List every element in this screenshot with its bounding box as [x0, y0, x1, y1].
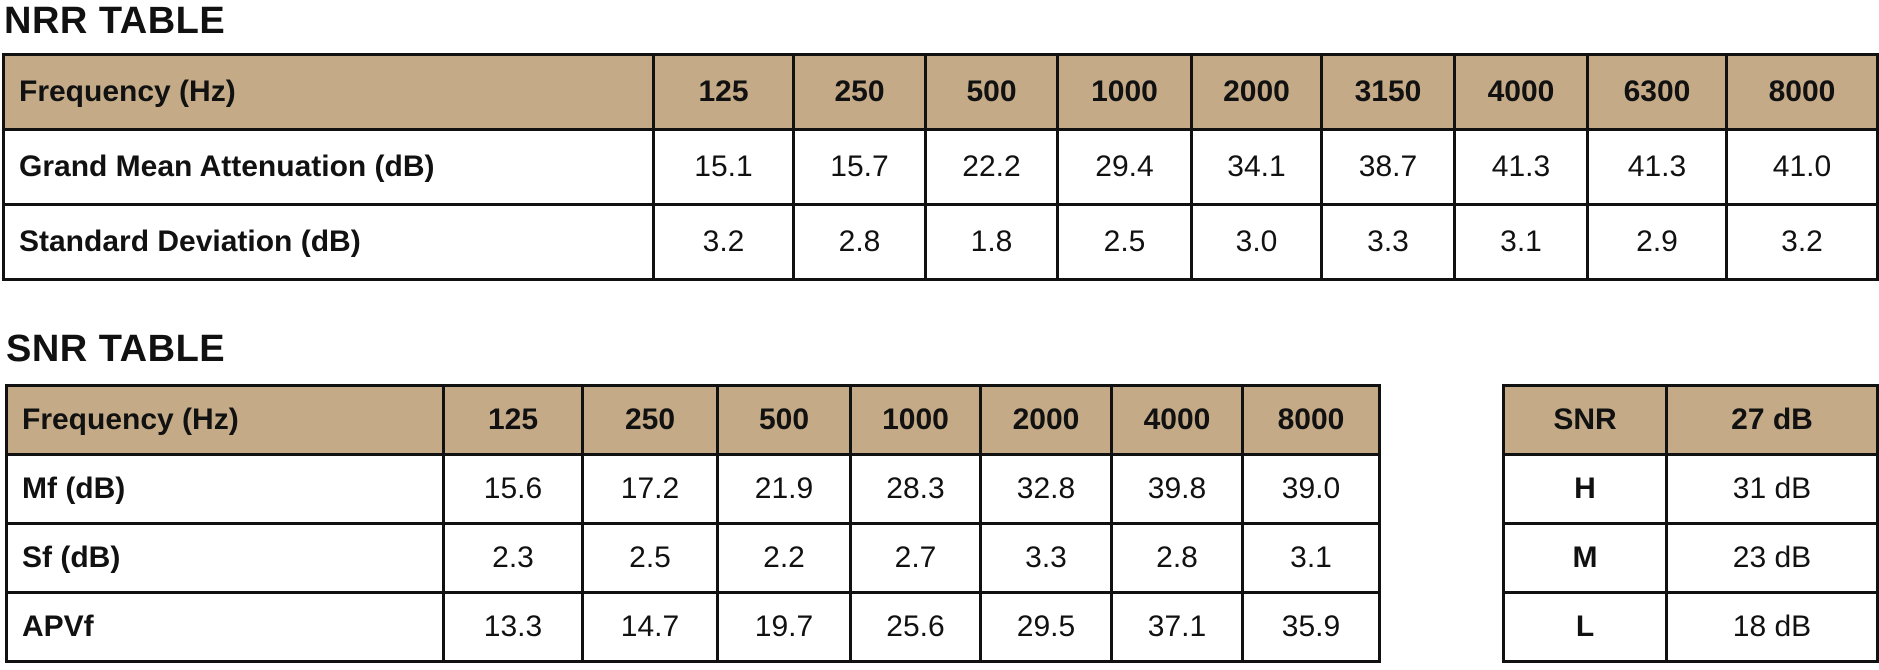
table-cell: 14.7	[581, 591, 719, 663]
table-cell: 3.2	[652, 203, 795, 281]
nrr-header-cell: 4000	[1453, 53, 1589, 131]
nrr-header-cell: 125	[652, 53, 795, 131]
table-cell: 29.4	[1056, 128, 1193, 206]
table-cell: 2.5	[581, 522, 719, 594]
table-row: Sf (dB) 2.3 2.5 2.2 2.7 3.3 2.8 3.1	[5, 522, 1381, 594]
table-cell: 21.9	[716, 453, 852, 525]
table-cell: 22.2	[924, 128, 1059, 206]
row-label: H	[1502, 453, 1668, 525]
table-row: M 23 dB	[1502, 522, 1879, 594]
nrr-header-cell: 3150	[1320, 53, 1456, 131]
table-cell: 28.3	[849, 453, 982, 525]
table-cell: 23 dB	[1665, 522, 1879, 594]
nrr-header-cell: 250	[792, 53, 927, 131]
nrr-header-cell: 500	[924, 53, 1059, 131]
table-cell: 41.3	[1586, 128, 1728, 206]
table-cell: 25.6	[849, 591, 982, 663]
snr-header-cell: 4000	[1110, 384, 1244, 456]
row-label: Mf (dB)	[5, 453, 445, 525]
table-cell: 41.0	[1725, 128, 1879, 206]
nrr-table: Frequency (Hz) 125 250 500 1000 2000 315…	[2, 53, 1879, 281]
nrr-header-cell: 8000	[1725, 53, 1879, 131]
snr-table-title: SNR TABLE	[6, 328, 226, 370]
table-row: L 18 dB	[1502, 591, 1879, 663]
table-cell: 39.8	[1110, 453, 1244, 525]
table-cell: 15.7	[792, 128, 927, 206]
table-cell: 37.1	[1110, 591, 1244, 663]
snr-frequency-table: Frequency (Hz) 125 250 500 1000 2000 400…	[5, 384, 1381, 663]
row-label: Standard Deviation (dB)	[2, 203, 655, 281]
table-cell: 39.0	[1241, 453, 1381, 525]
table-cell: 3.3	[1320, 203, 1456, 281]
table-cell: 34.1	[1190, 128, 1323, 206]
table-cell: 2.7	[849, 522, 982, 594]
table-row: Mf (dB) 15.6 17.2 21.9 28.3 32.8 39.8 39…	[5, 453, 1381, 525]
nrr-header-cell: 6300	[1586, 53, 1728, 131]
snr-summary-table: SNR 27 dB H 31 dB M 23 dB L 18 dB	[1502, 384, 1879, 663]
row-label: L	[1502, 591, 1668, 663]
table-cell: 15.6	[442, 453, 584, 525]
row-label: APVf	[5, 591, 445, 663]
row-label: M	[1502, 522, 1668, 594]
snr-summary-header-row: SNR 27 dB	[1502, 384, 1879, 456]
table-cell: 35.9	[1241, 591, 1381, 663]
snr-header-cell: 250	[581, 384, 719, 456]
table-cell: 2.8	[1110, 522, 1244, 594]
table-row: Grand Mean Attenuation (dB) 15.1 15.7 22…	[2, 128, 1879, 206]
table-cell: 17.2	[581, 453, 719, 525]
table-cell: 2.8	[792, 203, 927, 281]
table-row: H 31 dB	[1502, 453, 1879, 525]
nrr-header-cell: Frequency (Hz)	[2, 53, 655, 131]
table-cell: 2.2	[716, 522, 852, 594]
table-cell: 3.0	[1190, 203, 1323, 281]
snr-summary-header-cell: SNR	[1502, 384, 1668, 456]
table-cell: 18 dB	[1665, 591, 1879, 663]
table-cell: 3.3	[979, 522, 1113, 594]
snr-header-cell: 125	[442, 384, 584, 456]
nrr-header-cell: 2000	[1190, 53, 1323, 131]
table-cell: 29.5	[979, 591, 1113, 663]
table-cell: 1.8	[924, 203, 1059, 281]
table-cell: 31 dB	[1665, 453, 1879, 525]
snr-summary-header-cell: 27 dB	[1665, 384, 1879, 456]
snr-header-cell: 500	[716, 384, 852, 456]
table-cell: 32.8	[979, 453, 1113, 525]
table-cell: 15.1	[652, 128, 795, 206]
snr-header-cell: 8000	[1241, 384, 1381, 456]
table-cell: 3.1	[1453, 203, 1589, 281]
row-label: Grand Mean Attenuation (dB)	[2, 128, 655, 206]
table-cell: 3.1	[1241, 522, 1381, 594]
table-row: APVf 13.3 14.7 19.7 25.6 29.5 37.1 35.9	[5, 591, 1381, 663]
table-cell: 2.9	[1586, 203, 1728, 281]
snr-header-cell: 1000	[849, 384, 982, 456]
table-cell: 13.3	[442, 591, 584, 663]
table-row: Standard Deviation (dB) 3.2 2.8 1.8 2.5 …	[2, 203, 1879, 281]
nrr-header-row: Frequency (Hz) 125 250 500 1000 2000 315…	[2, 53, 1879, 131]
table-cell: 38.7	[1320, 128, 1456, 206]
table-cell: 2.3	[442, 522, 584, 594]
table-cell: 41.3	[1453, 128, 1589, 206]
snr-header-cell: 2000	[979, 384, 1113, 456]
snr-header-row: Frequency (Hz) 125 250 500 1000 2000 400…	[5, 384, 1381, 456]
table-cell: 3.2	[1725, 203, 1879, 281]
table-cell: 2.5	[1056, 203, 1193, 281]
row-label: Sf (dB)	[5, 522, 445, 594]
nrr-header-cell: 1000	[1056, 53, 1193, 131]
nrr-table-title: NRR TABLE	[4, 0, 226, 42]
table-cell: 19.7	[716, 591, 852, 663]
snr-header-cell: Frequency (Hz)	[5, 384, 445, 456]
